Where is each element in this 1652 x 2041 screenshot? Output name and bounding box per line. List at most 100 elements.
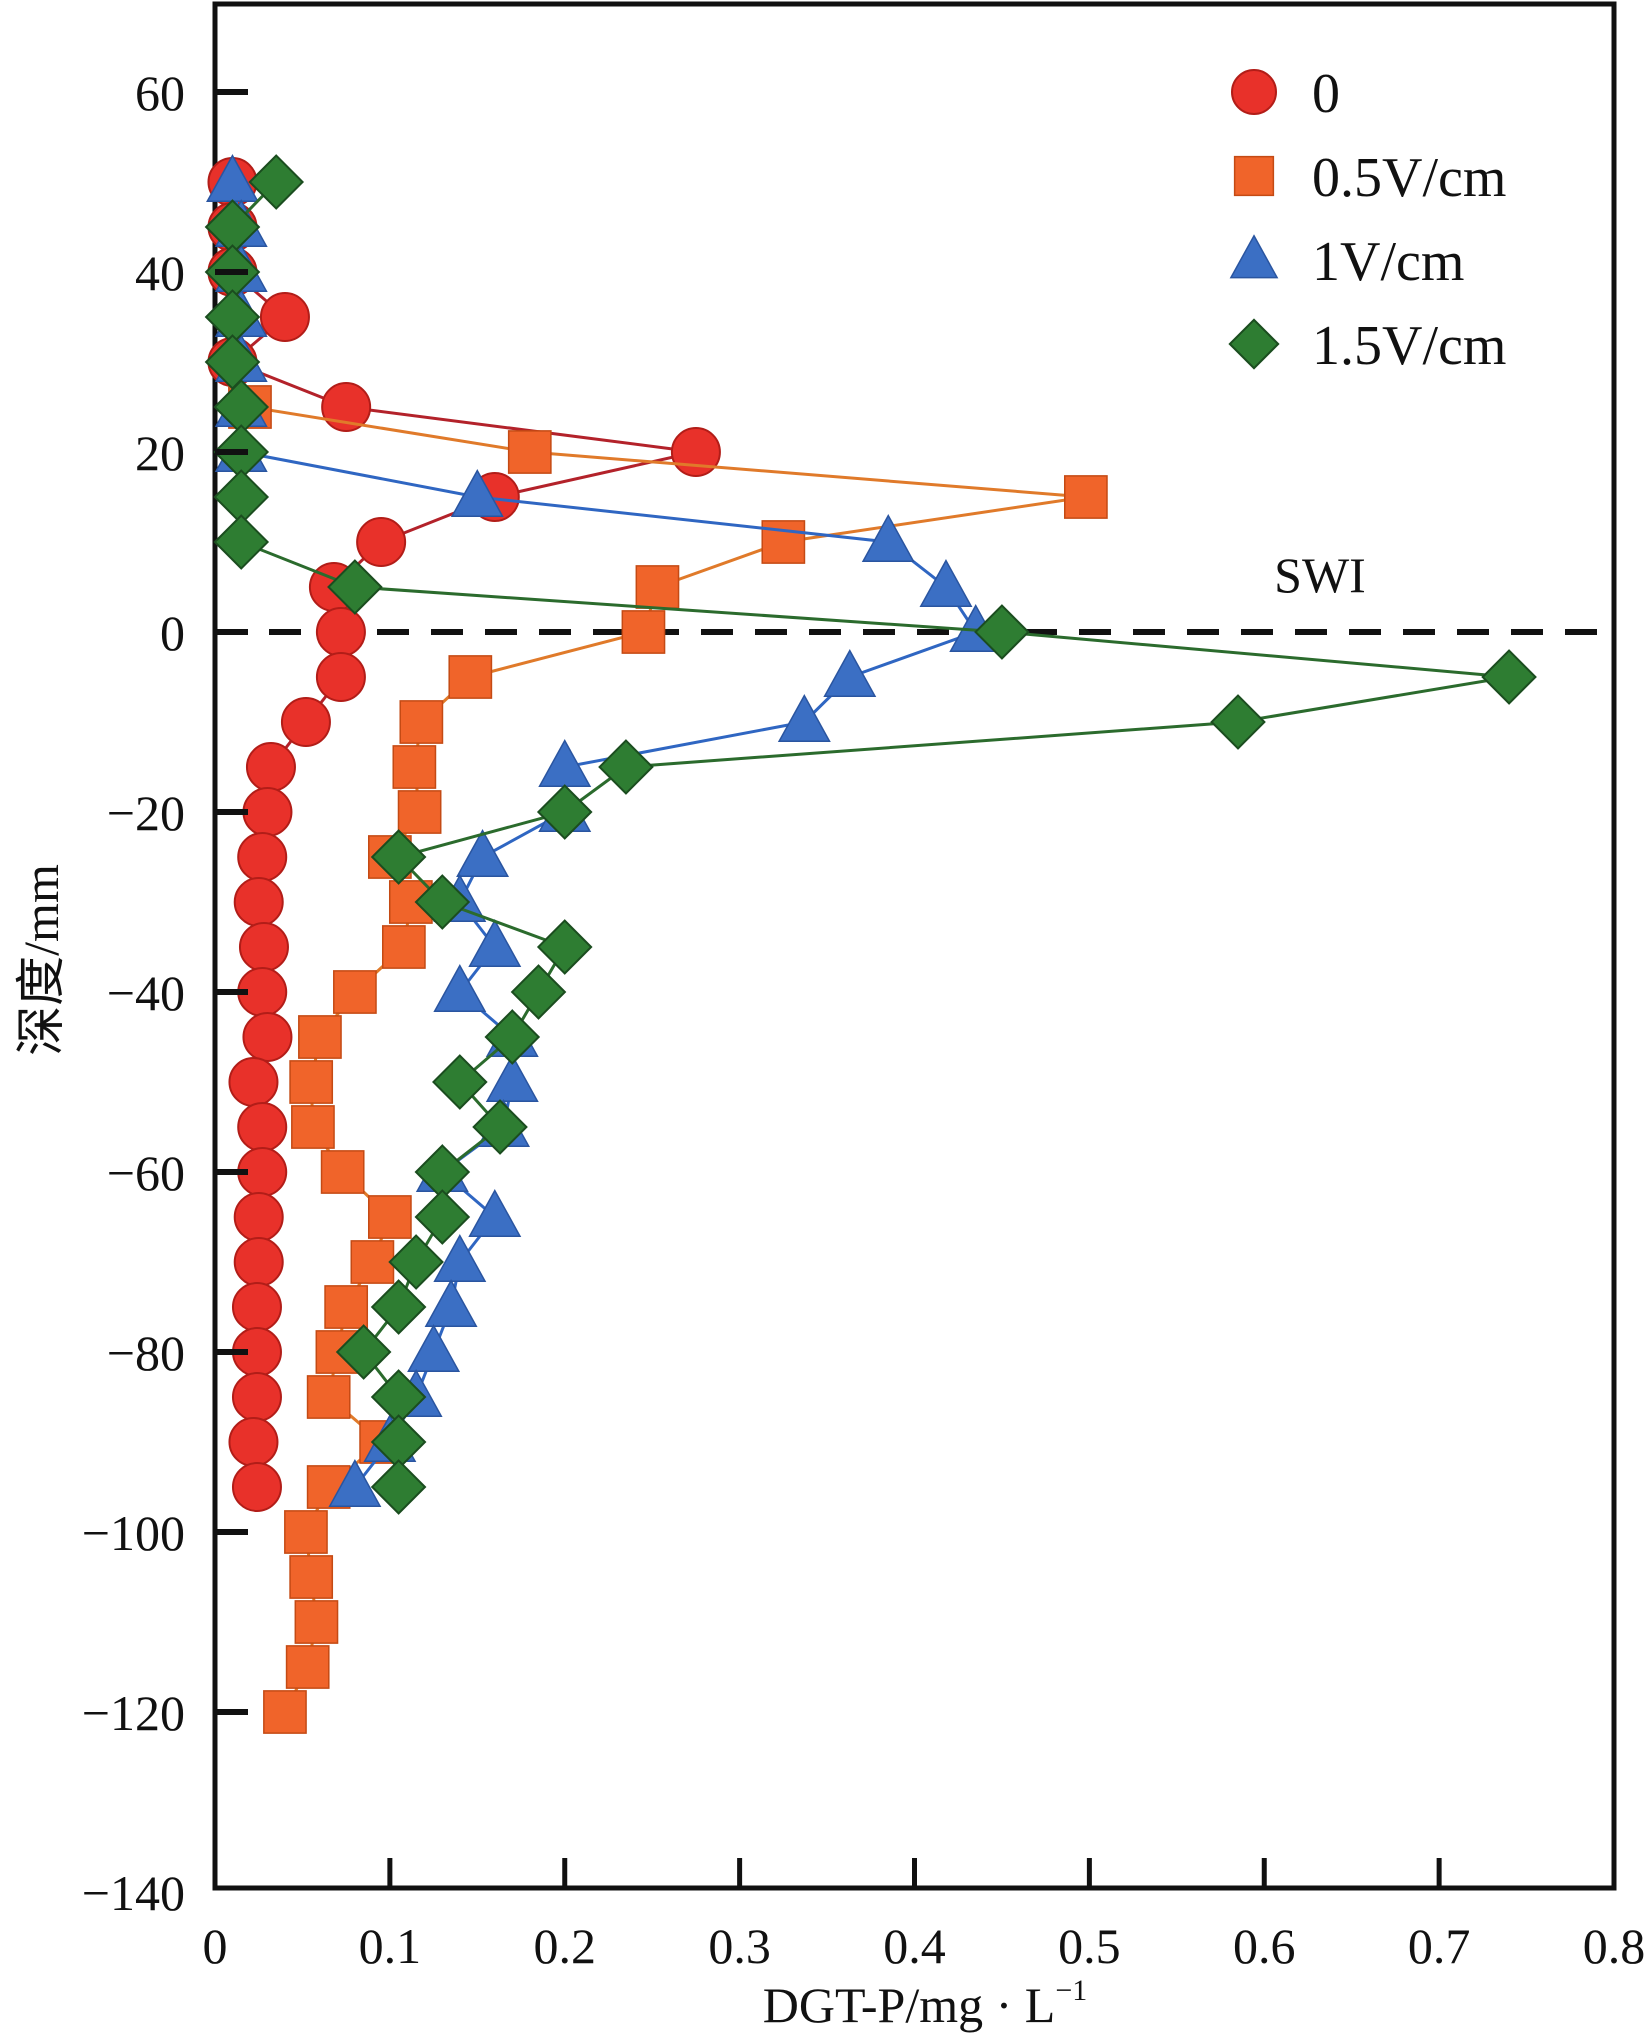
y-axis-title: 深度/mm [13, 864, 69, 1056]
data-point [327, 559, 383, 615]
data-point [315, 607, 366, 657]
data-point [1210, 694, 1266, 750]
data-point [432, 1054, 488, 1110]
y-tick-label: −100 [82, 1505, 185, 1561]
x-tick-label: 0.1 [359, 1918, 422, 1974]
data-point [320, 1150, 365, 1194]
y-tick-label: −40 [107, 965, 185, 1021]
x-axis-title: DGT-P/mg · L−1 [763, 1974, 1088, 2033]
data-point [468, 1189, 522, 1237]
data-point [231, 1462, 282, 1512]
data-point [370, 1279, 427, 1335]
x-axis-title-text: DGT-P/mg · L [763, 1977, 1056, 2033]
y-tick-label: −140 [82, 1865, 185, 1921]
x-tick-label: 0.2 [534, 1918, 597, 1974]
y-tick-label: −120 [82, 1685, 185, 1741]
data-point [228, 1057, 279, 1107]
data-point [388, 1234, 444, 1290]
legend-marker [1228, 318, 1280, 370]
data-point [233, 877, 284, 927]
y-tick-label: 20 [135, 425, 185, 481]
data-point [1064, 475, 1108, 519]
data-point [294, 1600, 339, 1644]
data-point [289, 1060, 334, 1104]
data-point [761, 520, 806, 564]
y-tick-label: −60 [107, 1145, 185, 1201]
x-axis: 0 0.1 0.2 0.3 0.4 0.5 0.6 0.7 0.8 [203, 1858, 1646, 1974]
data-point [919, 559, 973, 607]
data-point [777, 694, 831, 742]
data-point [213, 514, 270, 570]
data-point [414, 1189, 471, 1245]
data-point [263, 1690, 307, 1734]
data-point [306, 1375, 351, 1419]
data-point [536, 784, 593, 840]
data-point [370, 1459, 427, 1515]
data-point [242, 1012, 293, 1062]
data-point [621, 610, 666, 654]
data-point [468, 919, 522, 967]
data-point [315, 652, 366, 702]
data-point [974, 604, 1030, 660]
data-point [414, 874, 471, 930]
data-point [321, 382, 372, 432]
legend-label: 1V/cm [1312, 231, 1464, 293]
data-point [233, 1192, 284, 1242]
data-point [1481, 649, 1537, 705]
data-point [536, 919, 593, 975]
data-point [245, 742, 296, 792]
data-point [485, 1054, 539, 1102]
y-tick-label: 0 [160, 605, 185, 661]
legend-label: 0 [1312, 63, 1340, 125]
data-point [397, 790, 442, 834]
y-tick-label: 60 [135, 65, 185, 121]
data-point [289, 1555, 334, 1599]
data-point [399, 700, 444, 744]
legend-marker [1231, 69, 1277, 115]
x-tick-label: 0.4 [883, 1918, 946, 1974]
data-point [507, 430, 552, 474]
data-point [510, 964, 567, 1020]
series-diamond [204, 154, 1537, 1515]
x-tick-label: 0.8 [1583, 1918, 1646, 1974]
data-point [291, 1105, 335, 1149]
legend-marker [1233, 155, 1275, 197]
x-axis-title-superscript: −1 [1055, 1974, 1087, 2007]
data-point [259, 292, 310, 342]
data-point [381, 925, 426, 969]
data-point [248, 154, 305, 210]
swi-label: SWI [1274, 547, 1366, 603]
y-tick-label: −20 [107, 785, 185, 841]
data-point [823, 649, 877, 697]
data-point [284, 1510, 328, 1554]
data-point [335, 1324, 392, 1380]
data-point [231, 1282, 282, 1332]
data-point [598, 739, 654, 795]
swi-reference-layer: SWI [215, 547, 1614, 635]
legend: 0 0.5V/cm 1V/cm 1.5V/cm [1228, 63, 1506, 377]
data-point [242, 787, 293, 837]
data-point [670, 427, 721, 477]
series-line [230, 180, 1510, 1487]
data-point [356, 517, 407, 567]
data-point [484, 1009, 541, 1065]
legend-label: 1.5V/cm [1312, 315, 1506, 377]
data-point [433, 964, 487, 1012]
series-layer [204, 154, 1537, 1734]
series-line [229, 182, 697, 1488]
data-point [328, 1459, 382, 1507]
data-point [298, 1015, 342, 1059]
data-point [407, 1324, 461, 1372]
x-tick-label: 0.6 [1233, 1918, 1296, 1974]
x-tick-label: 0.7 [1408, 1918, 1471, 1974]
data-point [448, 655, 493, 699]
data-point [237, 832, 288, 882]
data-point [635, 565, 680, 609]
data-point [370, 829, 427, 885]
data-point [392, 745, 437, 789]
data-point [228, 1417, 279, 1467]
data-point [285, 1645, 330, 1689]
y-axis: 60 40 20 0 −20 −40 −60 −80 −100 −120 −140 [82, 65, 248, 1921]
data-point [450, 469, 504, 517]
